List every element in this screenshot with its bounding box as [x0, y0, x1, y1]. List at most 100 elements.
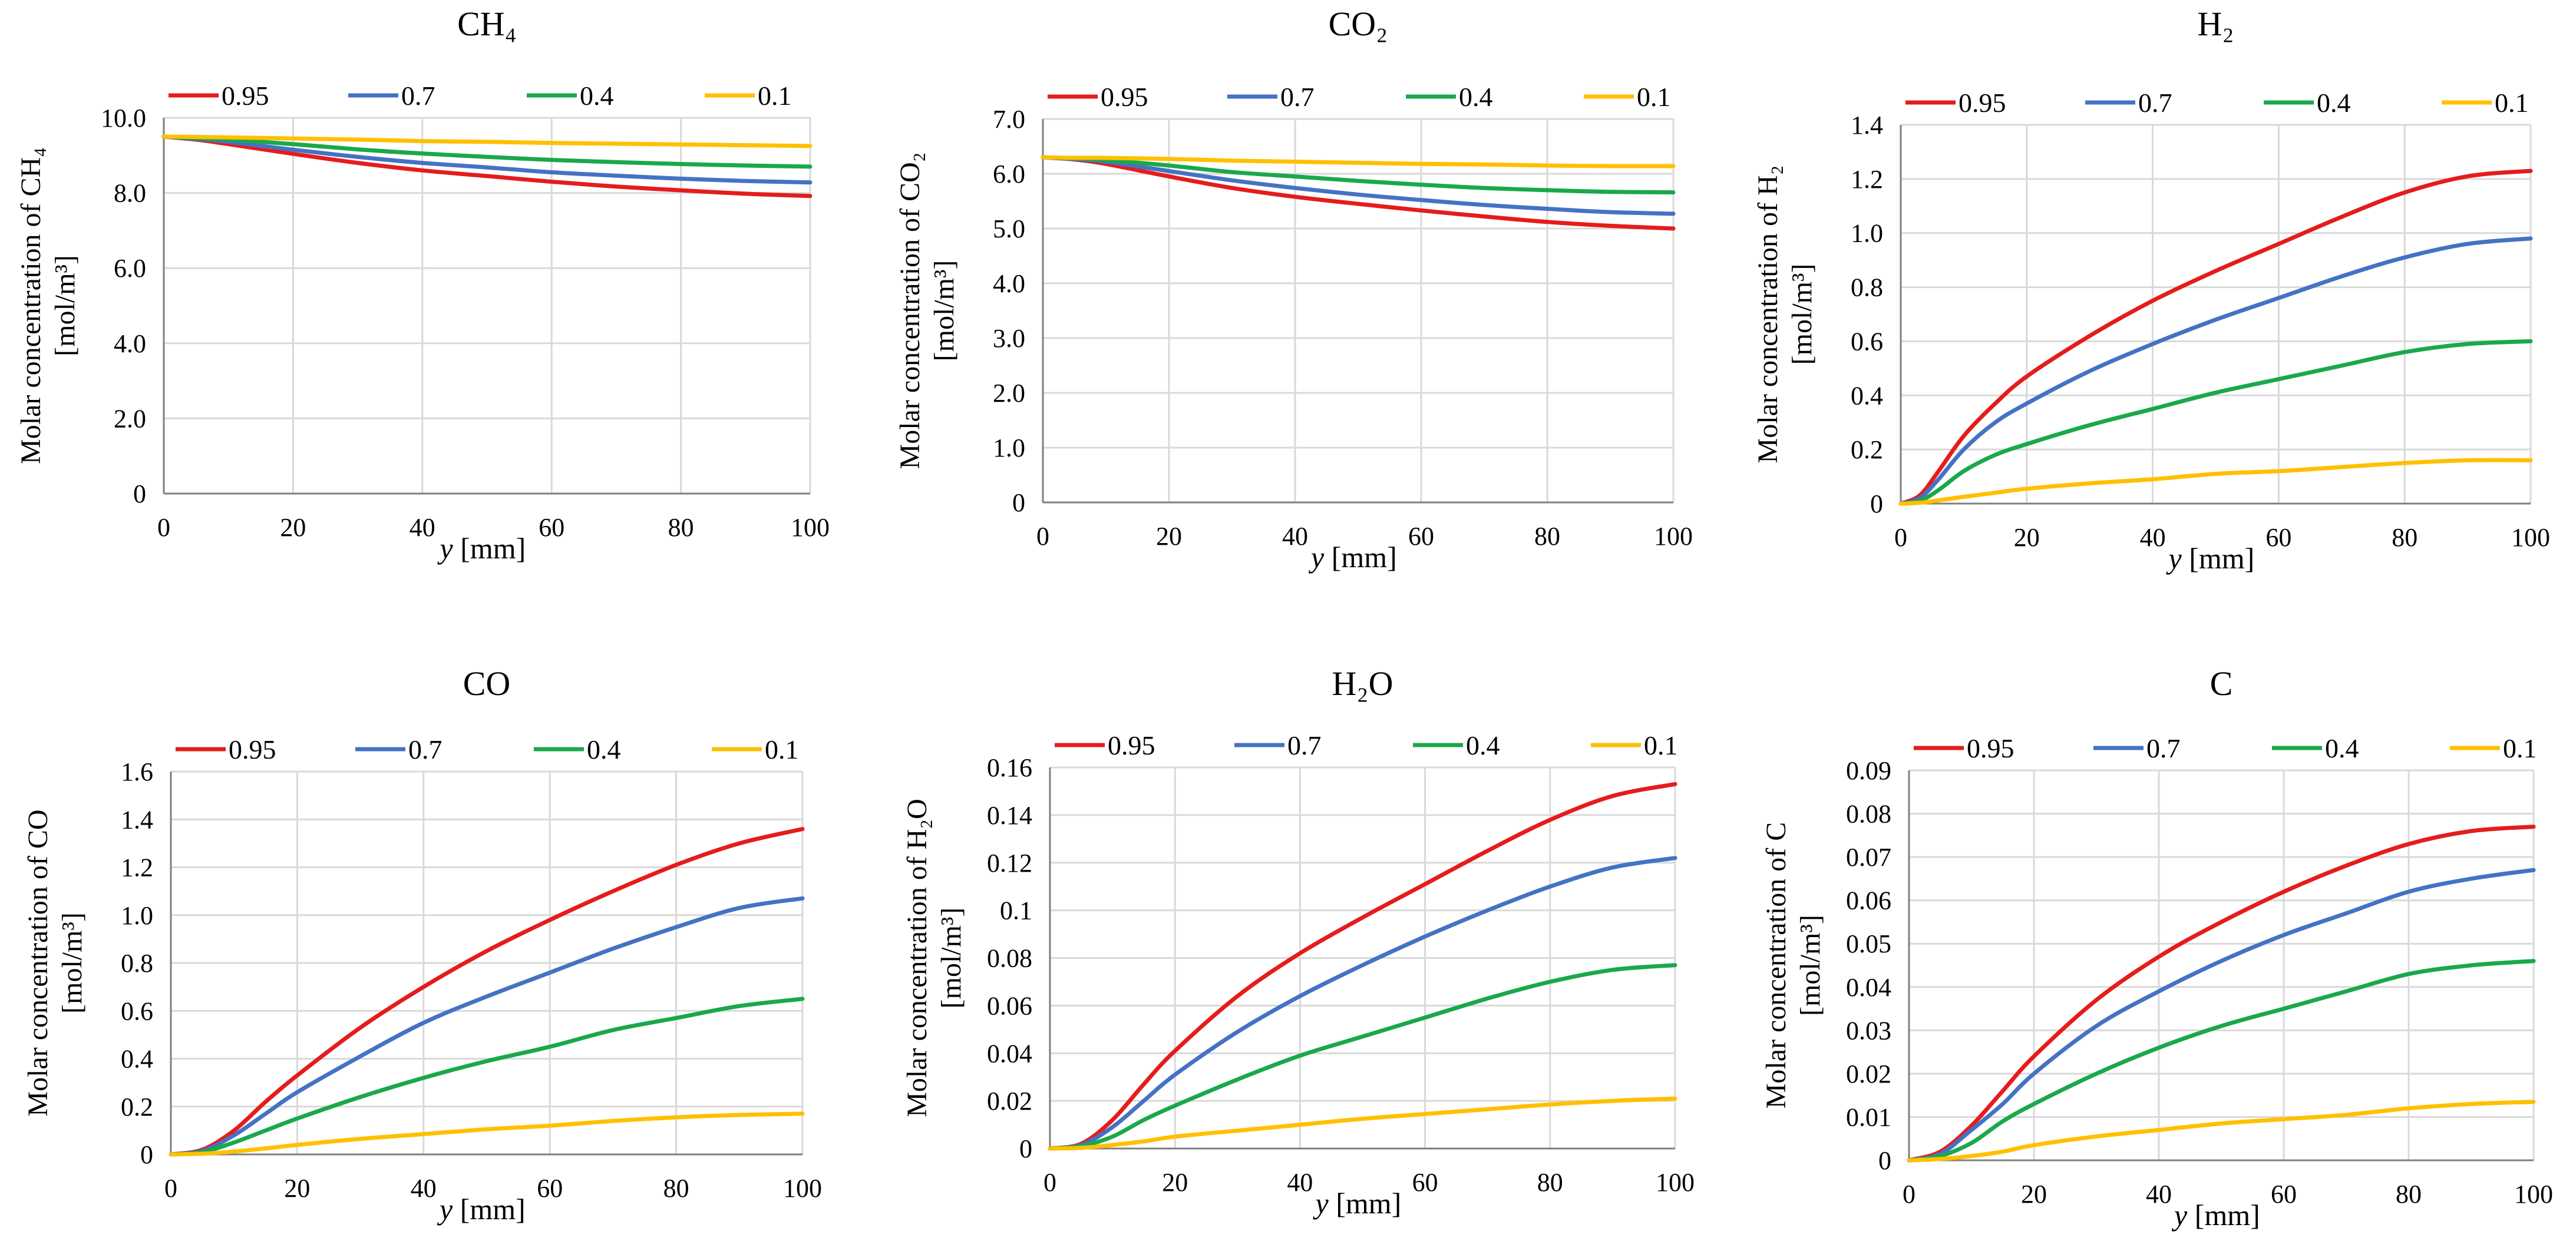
y-tick-label: 0 — [1870, 489, 1883, 518]
y-tick-label: 0 — [1019, 1134, 1032, 1163]
y-tick-label: 7.0 — [993, 105, 1025, 134]
y-tick-label: 0.4 — [1851, 381, 1883, 410]
x-tick-label: 80 — [2396, 1180, 2422, 1209]
y-tick-label: 0.03 — [1846, 1016, 1891, 1045]
y-tick-label: 1.0 — [993, 433, 1025, 462]
y-tick-label: 4.0 — [993, 269, 1025, 298]
x-tick-label: 40 — [2146, 1180, 2172, 1209]
x-tick-label: 60 — [1412, 1168, 1438, 1197]
y-tick-label: 0.06 — [987, 991, 1032, 1020]
legend-label: 0.1 — [1644, 730, 1678, 760]
x-tick-label: 40 — [2140, 523, 2166, 552]
chart-title: CO₂ — [1329, 5, 1388, 43]
y-tick-label: 2.0 — [114, 404, 146, 433]
x-tick-label: 60 — [2271, 1180, 2297, 1209]
legend-label: 0.95 — [1959, 88, 2006, 118]
series-line-0.7 — [1907, 868, 2536, 1163]
y-tick-label: 0.04 — [1846, 973, 1891, 1002]
chart-panel-co: CO 0 20 40 60 80 100 0 0.2 0.4 0.6 0.8 1.0 1.2 1.4 1.6 y… — [22, 664, 822, 1226]
x-axis-var: y — [437, 1193, 453, 1226]
legend-label: 0.1 — [758, 81, 792, 111]
y-axis-label-line1: Molar concentration of CH₄ — [15, 147, 47, 464]
y-tick-label: 2.0 — [993, 379, 1025, 408]
y-tick-label: 0 — [1012, 488, 1025, 517]
y-tick-label: 0.09 — [1846, 756, 1891, 785]
x-axis-var: y — [2166, 542, 2182, 575]
x-tick-label: 0 — [1043, 1168, 1056, 1197]
y-tick-label: 0 — [133, 479, 146, 508]
legend-label: 0.4 — [587, 734, 621, 765]
legend-label: 0.7 — [1287, 730, 1322, 760]
y-tick-label: 1.2 — [121, 853, 153, 882]
legend-label: 0.7 — [408, 734, 442, 765]
x-axis-unit: [mm] — [2182, 542, 2255, 575]
legend-label: 0.4 — [2325, 733, 2359, 763]
x-tick-label: 0 — [1903, 1180, 1916, 1209]
y-tick-label: 0.2 — [1851, 435, 1883, 464]
x-tick-label: 0 — [1894, 523, 1907, 552]
x-tick-label: 20 — [1156, 522, 1182, 551]
x-axis-var: y — [1308, 541, 1325, 574]
legend-label: 0.1 — [2495, 88, 2529, 118]
x-tick-label: 80 — [1534, 522, 1560, 551]
chart-title: CH₄ — [457, 5, 517, 43]
y-tick-label: 0.04 — [987, 1039, 1032, 1068]
y-tick-label: 0.08 — [987, 944, 1032, 973]
series-line-0.4 — [1048, 963, 1677, 1151]
series-line-0.95 — [161, 134, 813, 198]
x-tick-label: 100 — [783, 1174, 822, 1203]
series-line-0.1 — [1898, 458, 2533, 506]
y-axis-label-line1: Molar concentration of C — [1761, 822, 1792, 1109]
y-tick-label: 0.8 — [1851, 273, 1883, 302]
y-axis-label-line2: [mol/m³] — [49, 255, 81, 356]
legend-label: 0.95 — [222, 81, 269, 111]
legend-label: 0.7 — [2138, 88, 2172, 118]
y-tick-label: 0.6 — [121, 997, 153, 1025]
x-tick-label: 0 — [157, 513, 170, 542]
series-line-0.1 — [169, 1111, 805, 1157]
y-tick-label: 1.2 — [1851, 165, 1883, 194]
x-axis-label: y [mm] — [1308, 541, 1397, 574]
series-line-0.95 — [1048, 782, 1677, 1151]
chart-panel-ch4: CH₄ 0 20 40 60 80 100 0 2.0 4.0 6.0 8.0 10.0 y [mm] Mo… — [15, 5, 830, 565]
legend-label: 0.7 — [2146, 733, 2181, 763]
series-line-0.95 — [1898, 168, 2533, 506]
series-line-0.7 — [161, 134, 813, 185]
x-tick-label: 40 — [1282, 522, 1308, 551]
y-tick-label: 0.01 — [1846, 1103, 1891, 1131]
x-axis-label: y [mm] — [437, 532, 526, 565]
x-tick-label: 0 — [1036, 522, 1049, 551]
series-line-0.95 — [169, 827, 805, 1157]
series-line-0.1 — [1907, 1100, 2536, 1163]
y-tick-label: 1.4 — [121, 805, 153, 834]
x-axis-unit: [mm] — [2187, 1199, 2260, 1232]
y-axis-label-line2: [mol/m³] — [1786, 264, 1818, 365]
x-axis-label: y [mm] — [2171, 1199, 2260, 1232]
series-line-0.7 — [169, 896, 805, 1157]
x-tick-label: 60 — [539, 513, 564, 542]
legend-label: 0.95 — [1108, 730, 1155, 760]
x-tick-label: 100 — [1654, 522, 1693, 551]
y-tick-label: 0.06 — [1846, 886, 1891, 915]
y-axis-label-line1: Molar concentration of H₂ — [1752, 166, 1784, 464]
chart-panel-h2o: H₂O 0 20 40 60 80 100 0 0.02 0.04 0.06 0.08 0.1 0.12 0… — [901, 664, 1695, 1220]
x-tick-label: 100 — [2511, 523, 2550, 552]
x-tick-label: 80 — [668, 513, 694, 542]
legend-label: 0.4 — [1466, 730, 1500, 760]
y-tick-label: 0.02 — [1846, 1060, 1891, 1088]
y-axis-label-line2: [mol/m³] — [1795, 915, 1826, 1016]
legend-label: 0.95 — [1101, 82, 1148, 112]
series-line-0.4 — [1898, 339, 2533, 506]
y-tick-label: 0.16 — [987, 753, 1032, 782]
y-tick-label: 10.0 — [101, 104, 146, 133]
y-axis-label-line2: [mol/m³] — [57, 912, 88, 1014]
y-tick-label: 0.1 — [1000, 896, 1032, 925]
x-tick-label: 100 — [1656, 1168, 1695, 1197]
y-tick-label: 0.6 — [1851, 327, 1883, 356]
y-tick-label: 0.07 — [1846, 843, 1891, 872]
chart-title: H₂ — [2197, 5, 2234, 43]
x-axis-unit: [mm] — [1324, 541, 1397, 574]
series-line-0.1 — [1048, 1096, 1677, 1151]
x-tick-label: 40 — [409, 513, 435, 542]
